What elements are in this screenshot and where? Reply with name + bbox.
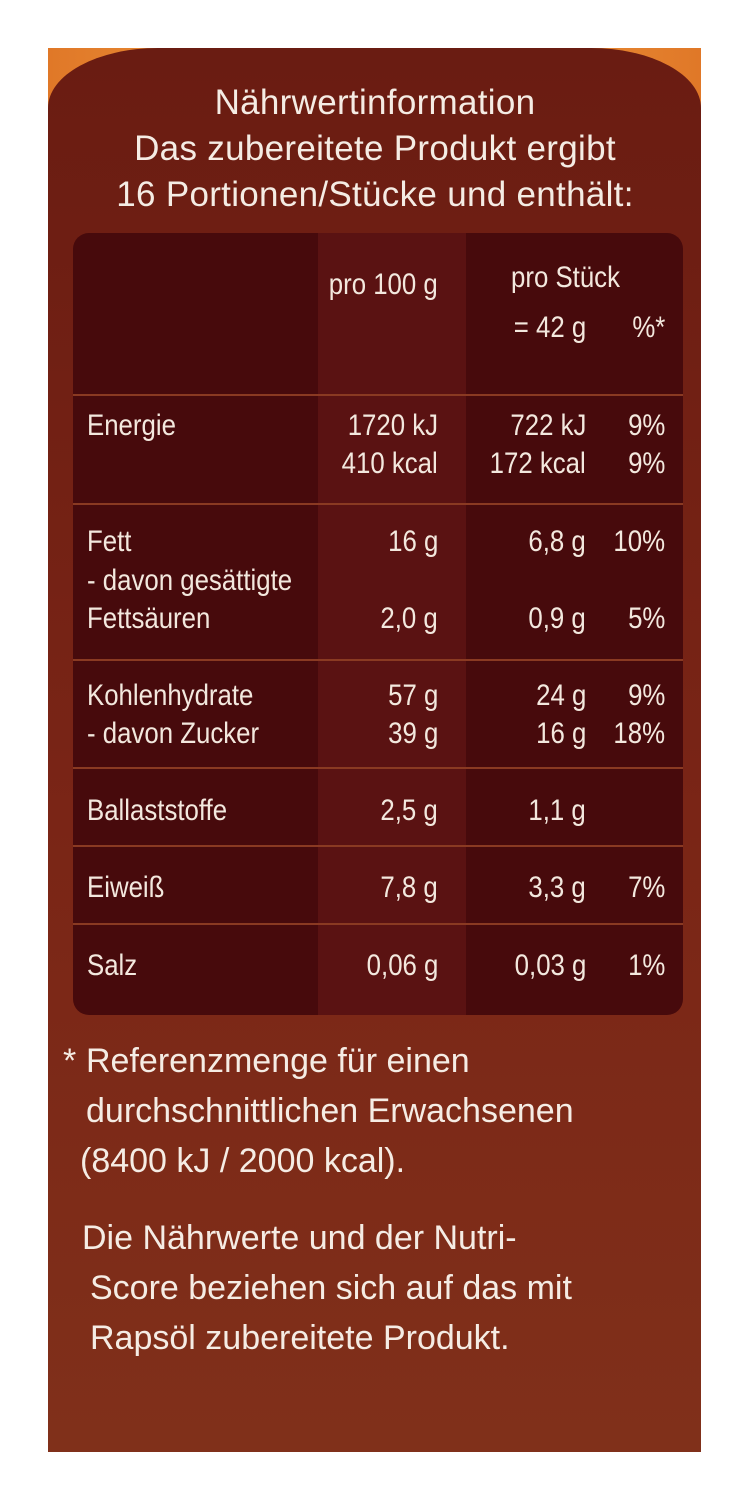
saturated-fat-label-1: - davon gesättigte xyxy=(87,564,293,597)
protein-100g: 7,8 g xyxy=(380,871,438,904)
protein-label: Eiweiß xyxy=(87,871,165,904)
note-line-2: Score beziehen sich auf das mit xyxy=(90,1269,572,1307)
row-divider xyxy=(73,767,683,769)
energy-kcal-percent: 9% xyxy=(627,447,665,480)
header-line-3: 16 Portionen/Stücke und enthält: xyxy=(116,175,634,214)
footnote-line-2: durchschnittlichen Erwachsenen xyxy=(86,1092,574,1130)
salt-piece: 0,03 g xyxy=(514,949,586,982)
carbs-piece: 24 g xyxy=(535,679,586,712)
protein-piece: 3,3 g xyxy=(528,871,586,904)
row-divider xyxy=(73,923,683,925)
sugar-100g: 39 g xyxy=(387,717,438,750)
fiber-piece: 1,1 g xyxy=(528,794,586,827)
saturated-fat-label-2: Fettsäuren xyxy=(87,602,211,635)
row-divider xyxy=(73,394,683,396)
row-divider xyxy=(73,503,683,505)
energy-kj-100g: 1720 kJ xyxy=(347,409,438,442)
sugar-percent: 18% xyxy=(613,717,665,750)
salt-label: Salz xyxy=(87,949,138,982)
nutrition-table: pro 100 g pro Stück = 42 g %* Energie 17… xyxy=(73,233,683,1015)
row-divider xyxy=(73,659,683,661)
carbs-label: Kohlenhydrate xyxy=(87,679,254,712)
energy-kj-percent: 9% xyxy=(627,409,665,442)
fiber-label: Ballaststoffe xyxy=(87,794,228,827)
energy-kj-piece: 722 kJ xyxy=(509,409,586,442)
note-line-3: Rapsöl zubereitete Produkt. xyxy=(90,1319,510,1357)
row-divider xyxy=(73,845,683,847)
header-percent: %* xyxy=(632,311,665,344)
footnote-line-3: (8400 kJ / 2000 kcal). xyxy=(80,1142,406,1180)
saturated-fat-percent: 5% xyxy=(627,602,665,635)
energy-label: Energie xyxy=(87,409,176,442)
footnote-line-1: Referenzmenge für einen xyxy=(86,1042,470,1080)
header-piece-weight: = 42 g xyxy=(513,311,586,344)
footnote-asterisk: * xyxy=(63,1042,77,1080)
energy-kcal-100g: 410 kcal xyxy=(341,447,438,480)
salt-percent: 1% xyxy=(627,949,665,982)
carbs-100g: 57 g xyxy=(387,679,438,712)
carbs-percent: 9% xyxy=(627,679,665,712)
note-line-1: Die Nährwerte und der Nutri- xyxy=(82,1219,517,1257)
energy-kcal-piece: 172 kcal xyxy=(489,447,586,480)
salt-100g: 0,06 g xyxy=(366,949,438,982)
header-per-piece: pro Stück xyxy=(511,261,620,294)
saturated-fat-100g: 2,0 g xyxy=(380,602,438,635)
protein-percent: 7% xyxy=(627,871,665,904)
fiber-100g: 2,5 g xyxy=(380,794,438,827)
saturated-fat-piece: 0,9 g xyxy=(528,602,586,635)
fat-piece: 6,8 g xyxy=(528,525,586,558)
header-per-100g: pro 100 g xyxy=(328,268,438,301)
fat-100g: 16 g xyxy=(387,525,438,558)
sugar-label: - davon Zucker xyxy=(87,717,260,750)
fat-percent: 10% xyxy=(613,525,665,558)
per-100g-column-stripe xyxy=(318,233,466,1015)
fat-label: Fett xyxy=(87,525,132,558)
header-line-2: Das zubereitete Produkt ergibt xyxy=(134,129,616,168)
nutrition-title: Nährwertinformation xyxy=(214,83,536,122)
sugar-piece: 16 g xyxy=(535,717,586,750)
